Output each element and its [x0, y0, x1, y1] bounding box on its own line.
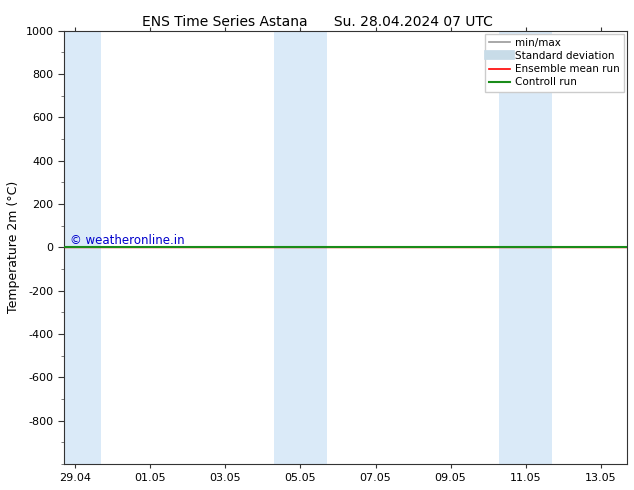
- Bar: [64, 31, 101, 464]
- Y-axis label: Temperature 2m (°C): Temperature 2m (°C): [7, 181, 20, 314]
- Bar: [500, 31, 552, 464]
- Text: © weatheronline.in: © weatheronline.in: [70, 234, 184, 247]
- Text: ENS Time Series Astana      Su. 28.04.2024 07 UTC: ENS Time Series Astana Su. 28.04.2024 07…: [141, 15, 493, 29]
- Legend: min/max, Standard deviation, Ensemble mean run, Controll run: min/max, Standard deviation, Ensemble me…: [485, 34, 624, 92]
- Bar: [274, 31, 327, 464]
